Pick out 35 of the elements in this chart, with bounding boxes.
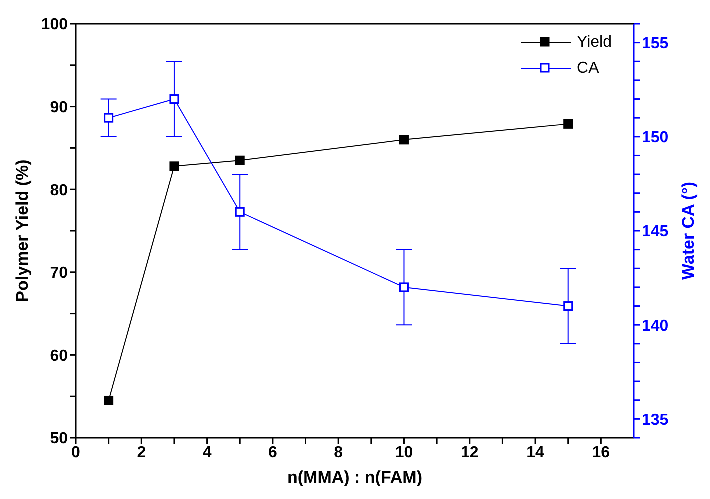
y-axis-title: Polymer Yield (%) — [13, 160, 32, 302]
x-tick-label: 2 — [137, 444, 146, 462]
y2-axis-title: Water CA (°) — [679, 182, 698, 280]
point — [564, 302, 574, 312]
x-tick-label: 4 — [202, 444, 212, 462]
point — [399, 135, 409, 145]
y2-tick-label: 155 — [642, 36, 669, 52]
point — [104, 113, 114, 123]
point — [235, 207, 245, 217]
legend-label: Yield — [577, 34, 612, 52]
point — [399, 282, 409, 292]
point — [170, 94, 180, 104]
x-tick-label: 8 — [334, 444, 344, 462]
point — [564, 119, 574, 129]
legend-label: CA — [577, 60, 600, 78]
y-tick-label: 100 — [41, 16, 68, 34]
x-tick-label: 14 — [526, 444, 545, 462]
y-tick-label: 50 — [50, 430, 68, 448]
x-axis-title: n(MMA) : n(FAM) — [287, 468, 423, 487]
point — [104, 396, 114, 406]
x-tick-label: 12 — [460, 444, 479, 462]
y2-tick-label: 135 — [642, 412, 669, 429]
x-tick-label: 16 — [592, 444, 610, 462]
x-tick-label: 0 — [72, 444, 81, 462]
y2-tick-label: 150 — [642, 130, 669, 147]
point — [235, 156, 245, 166]
y2-tick-label: 145 — [642, 224, 669, 241]
y-tick-label: 90 — [50, 99, 68, 116]
x-tick-label: 6 — [268, 444, 278, 462]
point — [170, 162, 180, 172]
y-tick-label: 60 — [50, 348, 68, 365]
y2-tick-label: 140 — [642, 318, 669, 335]
y-tick-label: 80 — [50, 182, 68, 200]
y-tick-label: 70 — [50, 265, 68, 282]
x-tick-label: 10 — [395, 444, 414, 462]
